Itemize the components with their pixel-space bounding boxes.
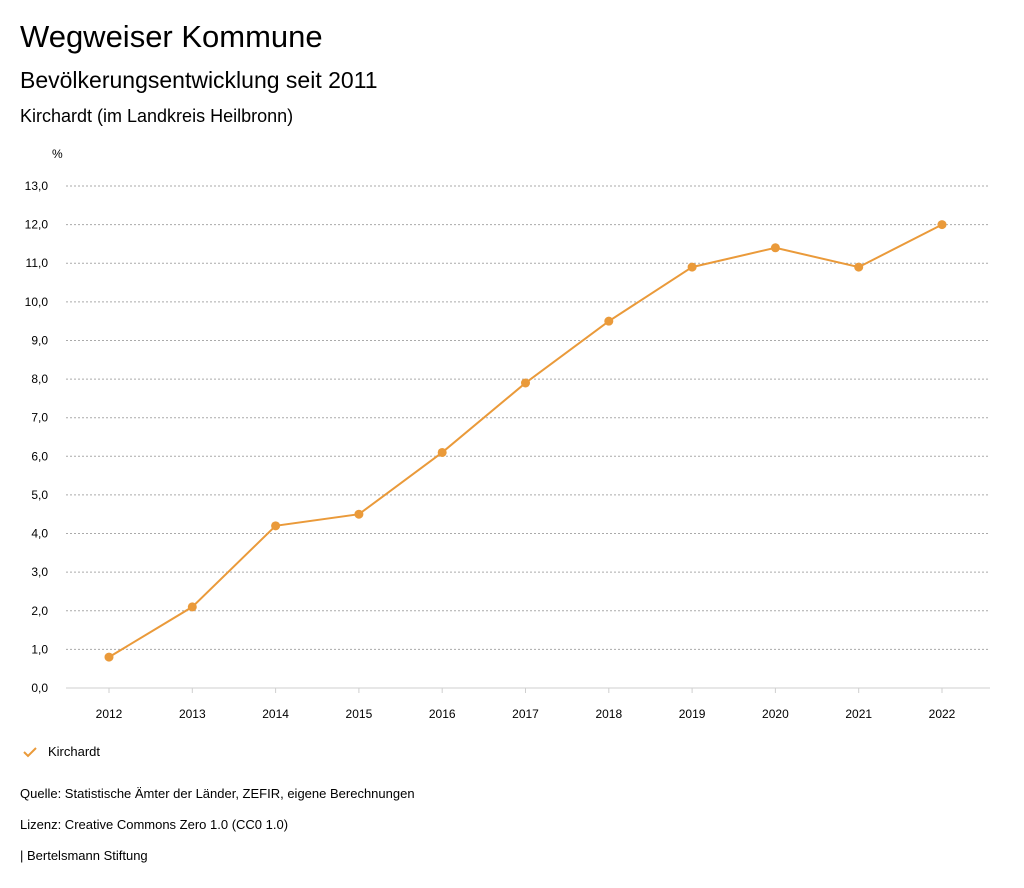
page-title: Wegweiser Kommune xyxy=(20,19,323,54)
x-tick-label: 2020 xyxy=(762,707,789,721)
y-tick-label: 0,0 xyxy=(31,681,48,695)
x-tick-label: 2018 xyxy=(595,707,622,721)
x-tick-label: 2022 xyxy=(929,707,956,721)
y-tick-label: 10,0 xyxy=(25,295,49,309)
legend-item-kirchardt[interactable]: Kirchardt xyxy=(22,744,100,759)
data-point[interactable] xyxy=(604,316,614,326)
x-tick-label: 2019 xyxy=(679,707,706,721)
data-point[interactable] xyxy=(937,220,947,230)
data-point[interactable] xyxy=(854,262,864,272)
x-tick-label: 2021 xyxy=(845,707,872,721)
y-tick-label: 13,0 xyxy=(25,179,49,193)
y-tick-label: 3,0 xyxy=(31,565,48,579)
region-label: Kirchardt (im Landkreis Heilbronn) xyxy=(20,106,294,126)
x-tick-label: 2014 xyxy=(262,707,289,721)
y-tick-label: 2,0 xyxy=(31,604,48,618)
x-tick-label: 2012 xyxy=(96,707,123,721)
publisher-note: | Bertelsmann Stiftung xyxy=(20,848,148,863)
license-note: Lizenz: Creative Commons Zero 1.0 (CC0 1… xyxy=(20,817,289,832)
y-tick-label: 11,0 xyxy=(26,256,49,270)
line-chart: % 0,0 1,0 2,0 3,0 4,0 5,0 6,0 7,0 8,0 9,0 10,0 11,0… xyxy=(25,147,990,721)
data-point[interactable] xyxy=(354,509,364,519)
x-tick-label: 2016 xyxy=(429,707,456,721)
source-note: Quelle: Statistische Ämter der Länder, Z… xyxy=(20,786,415,801)
data-point[interactable] xyxy=(770,243,780,253)
chart-subtitle: Bevölkerungsentwicklung seit 2011 xyxy=(20,67,378,93)
y-tick-label: 7,0 xyxy=(31,411,48,425)
data-point[interactable] xyxy=(687,262,697,272)
y-tick-label: 12,0 xyxy=(25,218,49,232)
x-tick-label: 2013 xyxy=(179,707,206,721)
y-tick-label: 4,0 xyxy=(31,527,48,541)
y-tick-label: 9,0 xyxy=(31,333,48,347)
data-point[interactable] xyxy=(271,521,281,531)
data-point[interactable] xyxy=(437,447,447,457)
y-tick-label: 5,0 xyxy=(31,488,48,502)
y-tick-label: 8,0 xyxy=(31,372,48,386)
y-tick-label: 1,0 xyxy=(31,642,48,656)
x-tick-label: 2017 xyxy=(512,707,539,721)
y-tick-label: 6,0 xyxy=(31,449,48,463)
series-line-kirchardt xyxy=(108,223,943,658)
x-tick-label: 2015 xyxy=(346,707,373,721)
legend-label: Kirchardt xyxy=(48,744,101,759)
y-axis-unit-label: % xyxy=(52,147,63,161)
check-icon xyxy=(23,746,37,757)
data-point[interactable] xyxy=(104,652,114,662)
data-point[interactable] xyxy=(187,602,197,612)
data-point[interactable] xyxy=(521,378,530,388)
